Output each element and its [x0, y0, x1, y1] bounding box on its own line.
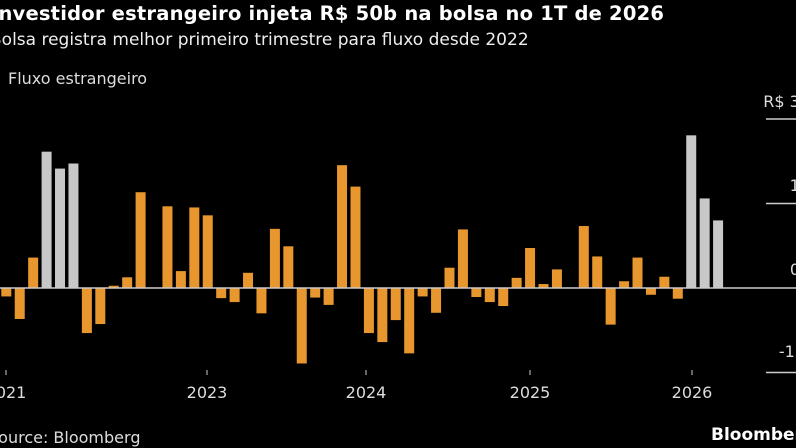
- bar: [296, 288, 307, 364]
- bar: [216, 288, 227, 299]
- bar: [256, 288, 267, 314]
- bar: [175, 271, 186, 288]
- bar: [686, 135, 697, 288]
- bar: [95, 288, 106, 325]
- x-tick-label-2025: 2025: [509, 383, 551, 402]
- bar: [619, 281, 630, 288]
- chart-subtitle: Bolsa registra melhor primeiro trimestre…: [0, 30, 529, 50]
- bar: [1, 288, 12, 297]
- x-tick-label-2021: 2021: [0, 383, 27, 402]
- legend: Fluxo estrangeiro: [0, 69, 147, 88]
- y-tick-label-15: 15: [789, 176, 796, 195]
- bar: [605, 288, 616, 325]
- bar: [269, 228, 280, 288]
- bar: [229, 288, 240, 303]
- chart-title: Investidor estrangeiro injeta R$ 50b na …: [0, 2, 665, 25]
- bar: [81, 288, 92, 334]
- bar: [592, 256, 603, 288]
- bar: [108, 285, 119, 288]
- bar: [337, 165, 348, 288]
- source-note: Source: Bloomberg: [0, 428, 141, 447]
- bar: [41, 151, 52, 288]
- legend-label: Fluxo estrangeiro: [8, 69, 148, 88]
- bar: [243, 272, 254, 288]
- bar: [162, 206, 173, 288]
- bar: [135, 192, 146, 288]
- bar: [511, 277, 522, 288]
- bar: [538, 284, 549, 288]
- y-tick-label-30: R$ 30: [763, 92, 796, 111]
- bar: [551, 269, 562, 288]
- bar: [310, 288, 321, 298]
- bar: [659, 276, 670, 288]
- bar: [323, 288, 334, 305]
- y-tick-label-neg15: -15: [778, 342, 796, 361]
- bar: [431, 288, 442, 313]
- bar: [363, 288, 374, 334]
- bar: [713, 220, 724, 288]
- bar: [498, 288, 509, 307]
- x-tick-label-2024: 2024: [345, 383, 387, 402]
- bar: [484, 288, 495, 303]
- bar: [417, 288, 428, 297]
- bar: [390, 288, 401, 321]
- bar: [578, 226, 589, 288]
- bar: [444, 267, 455, 288]
- bar: [55, 168, 66, 288]
- bar: [525, 248, 536, 288]
- bar: [350, 186, 361, 288]
- bar: [672, 288, 683, 299]
- bar: [645, 288, 656, 295]
- bar: [632, 257, 643, 288]
- bar: [404, 288, 415, 354]
- x-tick-label-2023: 2023: [186, 383, 228, 402]
- x-tick-label-2026: 2026: [671, 383, 713, 402]
- bar: [202, 215, 213, 288]
- bar: [283, 246, 294, 288]
- y-tick-label-0: 0: [789, 260, 796, 279]
- bar: [377, 288, 388, 343]
- bar: [28, 257, 39, 288]
- bar: [189, 207, 200, 288]
- bar: [68, 163, 79, 288]
- bar: [122, 277, 133, 288]
- bar: [471, 288, 482, 298]
- bar: [699, 198, 710, 288]
- bar: [14, 288, 25, 319]
- bar: [457, 229, 468, 288]
- bloomberg-logo: Bloomberg: [711, 425, 796, 445]
